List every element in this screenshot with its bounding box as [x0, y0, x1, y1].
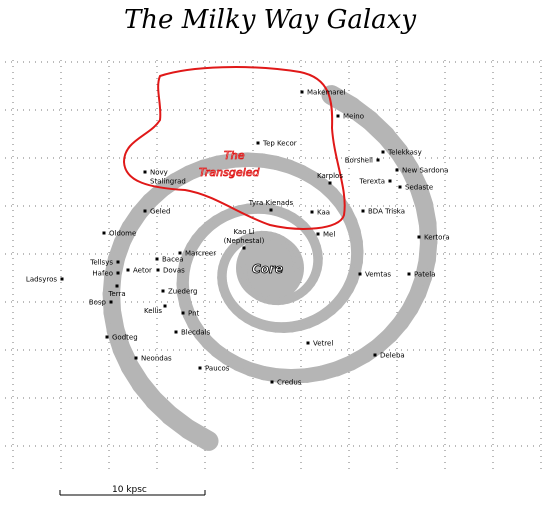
star-marker	[376, 158, 380, 162]
system-label: Deleba	[380, 352, 405, 360]
system-label: Paucos	[205, 365, 230, 373]
system-label: New Sardona	[402, 167, 448, 175]
system-label: Karplos	[317, 172, 343, 180]
system-label: Dovas	[163, 267, 185, 275]
star-marker	[116, 271, 120, 275]
star-marker	[178, 251, 182, 255]
transgeled-border	[122, 66, 346, 230]
star-marker	[256, 141, 260, 145]
system-label: Sedaste	[405, 184, 433, 192]
system-label: Vetrel	[313, 340, 333, 348]
system-label: Neondas	[141, 355, 172, 363]
star-marker	[269, 208, 273, 212]
star-marker	[310, 210, 314, 214]
star-marker	[161, 289, 165, 293]
star-marker	[109, 300, 113, 304]
system-label: Stalingrad	[150, 178, 186, 186]
system-label: Godteg	[112, 334, 138, 342]
core-glow	[236, 234, 304, 302]
system-label: Patela	[414, 271, 435, 279]
system-label: Mel	[323, 231, 335, 239]
star-marker	[381, 150, 385, 154]
star-marker	[198, 366, 202, 370]
system-label: Oldome	[109, 230, 136, 238]
system-label: Tyra Kienads	[248, 199, 294, 207]
system-label: Kaa	[317, 209, 330, 217]
star-systems: Makemarel Meino Tep Kecor Telekkasy Borshell…	[26, 89, 450, 387]
arm-segment	[321, 85, 362, 117]
system-label: Kao Li	[233, 228, 254, 236]
star-marker	[156, 268, 160, 272]
system-label: Geled	[150, 208, 170, 216]
system-label: Tellsys	[89, 259, 113, 267]
system-label: BDA Triska	[368, 208, 405, 216]
spiral-arms	[102, 85, 438, 451]
system-label: Terra	[107, 290, 125, 298]
system-label: Kellis	[144, 307, 162, 315]
star-marker	[116, 260, 120, 264]
star-marker	[60, 277, 64, 281]
star-marker	[328, 181, 332, 185]
star-marker	[143, 209, 147, 213]
star-marker	[306, 341, 310, 345]
system-label: Hafeo	[92, 270, 113, 278]
title: The Milky Way Galaxy	[124, 5, 416, 35]
star-marker	[336, 114, 340, 118]
system-label: Borshell	[345, 157, 373, 165]
system-label: Meino	[343, 113, 364, 121]
system-label: Bosp	[89, 299, 107, 307]
system-label: Bacea	[162, 256, 184, 264]
star-marker	[361, 209, 365, 213]
system-label: Telekkasy	[387, 149, 422, 157]
star-marker	[102, 231, 106, 235]
system-label: Marcreer	[185, 250, 216, 258]
scale-label: 10 kpsc	[112, 485, 147, 495]
star-marker	[300, 90, 304, 94]
star-marker	[126, 268, 130, 272]
star-marker	[143, 170, 147, 174]
star-marker	[115, 284, 119, 288]
core-label: Core	[252, 262, 283, 276]
system-label: (Nephestal)	[224, 237, 265, 245]
system-label: Vemtas	[365, 271, 391, 279]
system-label: Ladsyros	[26, 276, 57, 284]
star-marker	[155, 257, 159, 261]
system-label: Blecdals	[181, 329, 211, 337]
star-marker	[395, 168, 399, 172]
star-marker	[358, 272, 362, 276]
star-marker	[105, 335, 109, 339]
star-marker	[181, 311, 185, 315]
star-marker	[174, 330, 178, 334]
system-label: Kertora	[424, 234, 450, 242]
star-marker	[417, 235, 421, 239]
system-label: Zuederg	[168, 288, 198, 296]
system-label: Aetor	[133, 267, 152, 275]
star-marker	[398, 185, 402, 189]
system-label: Novy	[150, 169, 168, 177]
system-label: Pnt	[188, 310, 200, 318]
system-label: Tep Kecor	[262, 140, 297, 148]
star-marker	[163, 304, 167, 308]
star-marker	[316, 232, 320, 236]
system-label: Terexta	[359, 178, 385, 186]
region-label: Transgeled	[199, 166, 260, 179]
star-marker	[373, 353, 377, 357]
arm-segment	[178, 419, 219, 451]
system-label: Credus	[277, 379, 302, 387]
star-marker	[242, 246, 246, 250]
star-marker	[388, 179, 392, 183]
region-label: The	[224, 149, 245, 162]
star-marker	[407, 272, 411, 276]
star-marker	[134, 356, 138, 360]
scale-bar	[59, 490, 206, 496]
star-marker	[270, 380, 274, 384]
system-label: Makemarel	[307, 89, 346, 97]
